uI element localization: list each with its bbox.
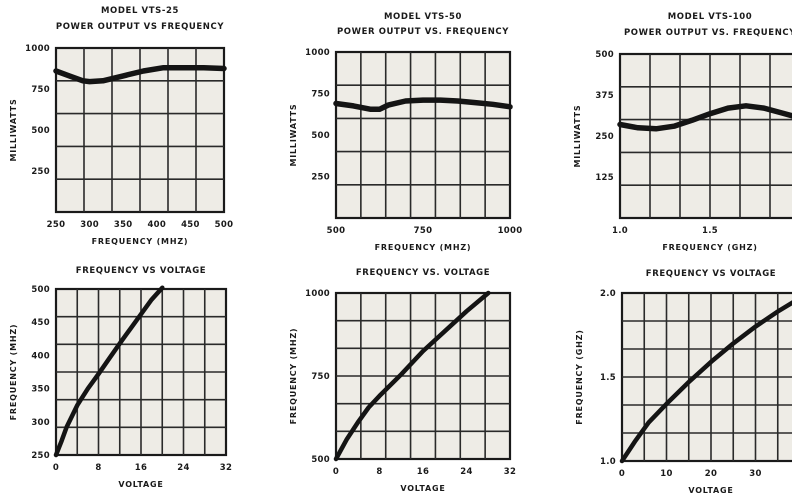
x-tick-label: 32 [504, 467, 516, 477]
y-tick-label: 750 [31, 85, 50, 95]
y-tick-label: 1000 [305, 48, 330, 58]
plot-area [618, 52, 792, 220]
y-tick-label: 1000 [25, 44, 50, 54]
y-tick-label: 300 [31, 418, 50, 428]
data-series-line [333, 290, 491, 462]
chart-title: MODEL VTS-50 [384, 12, 462, 22]
x-tick-label: 1.0 [612, 226, 628, 236]
y-tick-label: 250 [31, 167, 50, 177]
y-tick-label: 2.0 [600, 289, 616, 299]
chart-title: MODEL VTS-25 [101, 6, 179, 16]
y-axis-label: MILLIWATTS [289, 103, 298, 166]
chart-title: FREQUENCY VS VOLTAGE [76, 266, 206, 276]
y-tick-label: 400 [31, 351, 50, 361]
y-axis-label: FREQUENCY (GHZ) [575, 329, 584, 424]
data-series-line [53, 64, 227, 85]
x-axis-label: VOLTAGE [118, 480, 163, 489]
x-tick-label: 10 [660, 469, 672, 479]
x-tick-label: 500 [215, 220, 234, 230]
chart-subtitle: POWER OUTPUT VS. FREQUENCY [337, 27, 509, 37]
y-tick-label: 350 [31, 385, 50, 395]
x-tick-label: 24 [177, 463, 189, 473]
x-tick-label: 500 [327, 226, 346, 236]
x-tick-label: 32 [220, 463, 232, 473]
x-tick-label: 24 [460, 467, 472, 477]
x-tick-label: 16 [417, 467, 429, 477]
x-tick-label: 450 [181, 220, 200, 230]
chart-panel-3: MODEL VTS-100 POWER OUTPUT VS. FREQUENCY 5… [573, 12, 792, 252]
x-tick-label: 750 [414, 226, 433, 236]
y-axis-label: FREQUENCY (MHZ) [9, 324, 18, 421]
x-tick-label: 16 [135, 463, 147, 473]
y-tick-label: 1.5 [600, 373, 616, 383]
x-tick-label: 0 [333, 467, 339, 477]
data-series-line [333, 97, 513, 113]
chart-panel-2: MODEL VTS-50 POWER OUTPUT VS. FREQUENCY 10… [289, 12, 522, 252]
x-axis-label: FREQUENCY (GHZ) [662, 243, 757, 252]
data-series-line [619, 300, 792, 464]
chart-subtitle: POWER OUTPUT VS FREQUENCY [56, 22, 224, 32]
x-tick-label: 8 [376, 467, 382, 477]
x-tick-label: 0 [619, 469, 625, 479]
y-tick-label: 500 [595, 50, 614, 60]
x-axis-label: VOLTAGE [688, 486, 733, 495]
y-axis-label: MILLIWATTS [573, 104, 582, 167]
y-axis-label: FREQUENCY (MHZ) [289, 328, 298, 425]
x-tick-label: 1.5 [702, 226, 718, 236]
chart-panel-1: MODEL VTS-25 POWER OUTPUT VS FREQUENCY 100… [9, 6, 233, 246]
x-axis-label: FREQUENCY (MHZ) [92, 237, 189, 246]
x-tick-label: 1000 [498, 226, 523, 236]
y-tick-label: 750 [311, 372, 330, 382]
x-tick-label: 8 [95, 463, 101, 473]
y-tick-label: 250 [31, 451, 50, 461]
y-tick-label: 375 [595, 91, 614, 101]
y-tick-label: 125 [595, 173, 614, 183]
y-tick-label: 250 [595, 132, 614, 142]
y-tick-label: 250 [311, 173, 330, 183]
y-tick-label: 500 [311, 455, 330, 465]
y-tick-label: 500 [31, 285, 50, 295]
x-axis-label: FREQUENCY (MHZ) [375, 243, 472, 252]
y-tick-label: 1.0 [600, 457, 616, 467]
x-tick-label: 300 [80, 220, 99, 230]
x-tick-label: 400 [147, 220, 166, 230]
x-tick-label: 250 [47, 220, 66, 230]
x-axis-label: VOLTAGE [400, 484, 445, 493]
x-tick-label: 350 [114, 220, 133, 230]
plot-area [334, 50, 512, 220]
y-tick-label: 1000 [305, 289, 330, 299]
x-tick-label: 20 [705, 469, 717, 479]
y-tick-label: 450 [31, 318, 50, 328]
y-axis-label: MILLIWATTS [9, 98, 18, 161]
y-tick-label: 500 [311, 131, 330, 141]
data-series-line [617, 103, 792, 132]
chart-title: FREQUENCY VS. VOLTAGE [356, 268, 490, 278]
x-tick-label: 30 [749, 469, 761, 479]
x-tick-label: 0 [53, 463, 59, 473]
chart-title: MODEL VTS-100 [668, 12, 753, 22]
chart-subtitle: POWER OUTPUT VS. FREQUENCY [624, 28, 792, 38]
y-tick-label: 500 [31, 126, 50, 136]
chart-title: FREQUENCY VS VOLTAGE [646, 269, 776, 279]
chart-panel-6: FREQUENCY VS VOLTAGE2.01.51.0010203040VO… [575, 269, 792, 495]
y-tick-label: 750 [311, 90, 330, 100]
data-series-line [53, 285, 165, 458]
